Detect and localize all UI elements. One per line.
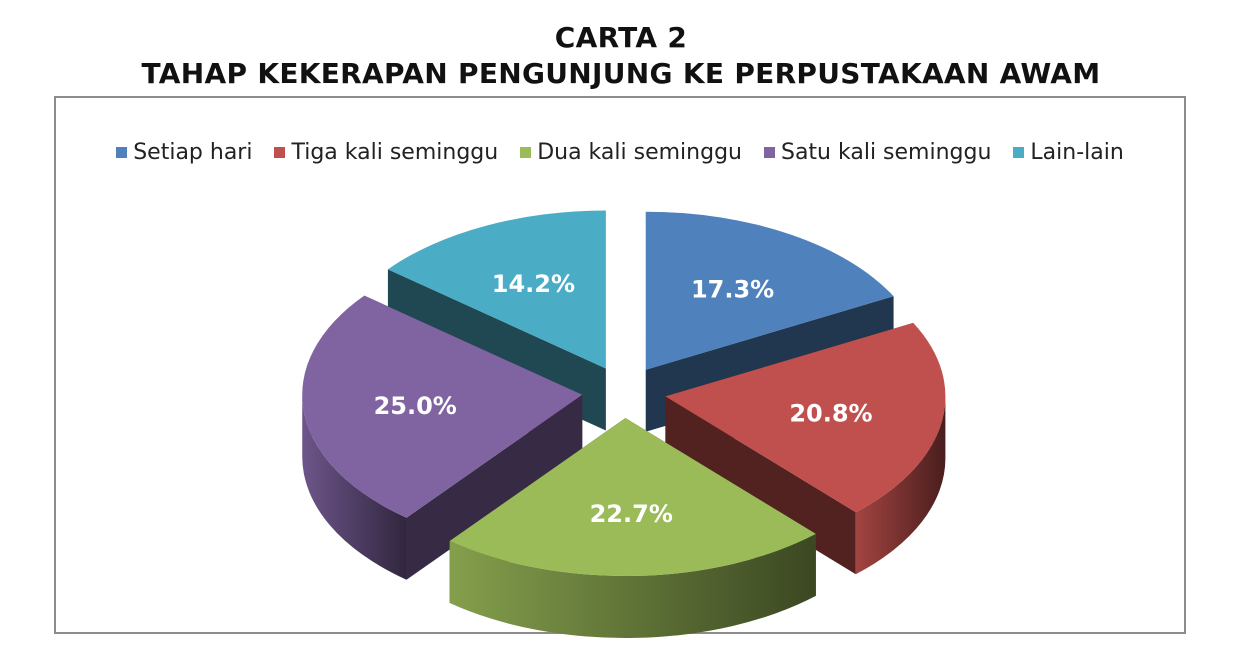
- legend-label: Setiap hari: [133, 140, 253, 165]
- legend-item: Tiga kali seminggu: [274, 140, 498, 165]
- legend-label: Tiga kali seminggu: [291, 140, 499, 165]
- data-label: 20.8%: [789, 399, 872, 427]
- legend-swatch: [116, 147, 128, 158]
- legend-item: Setiap hari: [116, 140, 252, 165]
- legend-swatch: [763, 147, 775, 158]
- legend-swatch: [274, 147, 286, 158]
- legend: Setiap hari Tiga kali seminggu Dua kali se…: [56, 140, 1184, 165]
- legend-item: Lain-lain: [1013, 140, 1124, 165]
- legend-label: Lain-lain: [1030, 140, 1124, 165]
- legend-label: Satu kali seminggu: [780, 140, 992, 165]
- data-label: 17.3%: [691, 276, 774, 304]
- legend-swatch: [520, 147, 532, 158]
- data-label: 22.7%: [590, 500, 673, 528]
- legend-swatch: [1013, 147, 1025, 158]
- data-label: 25.0%: [374, 392, 457, 420]
- chart-title-line1: CARTA 2: [554, 21, 688, 54]
- pie-slice: [449, 418, 816, 639]
- legend-item: Dua kali seminggu: [520, 140, 742, 165]
- legend-label: Dua kali seminggu: [537, 140, 742, 165]
- legend-item: Satu kali seminggu: [763, 140, 992, 165]
- pie-slice: [302, 295, 583, 580]
- chart-title: CARTA 2 TAHAP KEKERAPAN PENGUNJUNG KE PE…: [0, 20, 1242, 92]
- chart-title-line2: TAHAP KEKERAPAN PENGUNJUNG KE PERPUSTAKA…: [141, 57, 1101, 90]
- data-label: 14.2%: [492, 270, 575, 298]
